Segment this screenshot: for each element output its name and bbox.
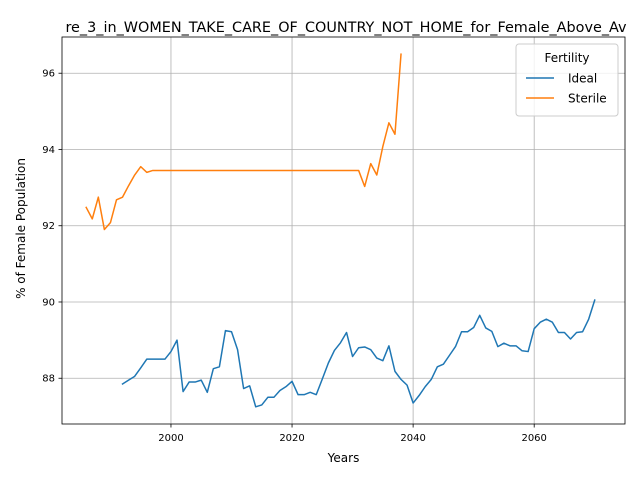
y-tick-label: 96 — [42, 69, 55, 80]
legend-label-sterile: Sterile — [568, 92, 607, 106]
x-axis-label: Years — [327, 451, 360, 465]
y-tick-label: 90 — [42, 297, 55, 308]
y-tick-label: 88 — [42, 374, 55, 385]
y-tick-label: 94 — [42, 145, 55, 156]
y-tick-label: 92 — [42, 221, 55, 232]
plot-frame — [61, 36, 626, 425]
x-tick-label: 2060 — [521, 433, 546, 444]
legend-title: Fertility — [544, 51, 589, 65]
x-tick-label: 2020 — [279, 433, 304, 444]
legend: Fertility Ideal Sterile — [515, 43, 619, 117]
y-axis-label: % of Female Population — [14, 158, 28, 299]
series-line-sterile — [85, 53, 402, 231]
legend-label-ideal: Ideal — [568, 72, 597, 86]
series-lines — [85, 53, 596, 408]
x-tick-label: 2000 — [158, 433, 183, 444]
axis-ticks: 2000 2020 2040 2060 88 90 92 94 96 — [42, 69, 547, 444]
chart-title: re_3_in_WOMEN_TAKE_CARE_OF_COUNTRY_NOT_H… — [65, 20, 627, 36]
series-line-ideal — [121, 299, 596, 408]
x-tick-label: 2040 — [400, 433, 425, 444]
